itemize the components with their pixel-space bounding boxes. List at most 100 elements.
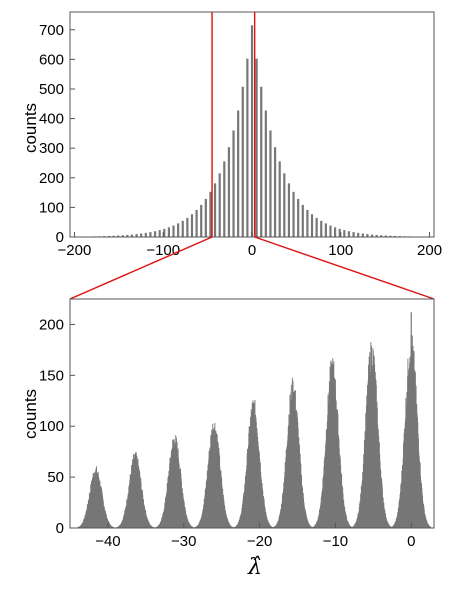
top-peak-bar bbox=[306, 209, 309, 237]
bottom-y-tick-label: 150 bbox=[39, 367, 64, 384]
top-peak-bar bbox=[283, 173, 286, 237]
top-peak-bar bbox=[237, 110, 240, 237]
top-peak-bar bbox=[107, 235, 110, 237]
top-peak-bar bbox=[343, 230, 346, 237]
top-peak-bar bbox=[301, 204, 304, 237]
top-y-axis-title: counts bbox=[21, 103, 40, 153]
top-peak-bar bbox=[338, 228, 341, 237]
top-peak-bar bbox=[264, 110, 267, 237]
top-peak-bar bbox=[135, 234, 138, 237]
bottom-plot-frame bbox=[69, 298, 435, 529]
top-peak-bar bbox=[375, 234, 378, 237]
top-peak-bar bbox=[320, 220, 323, 237]
top-peak-bar bbox=[324, 223, 327, 237]
top-peak-bar bbox=[140, 233, 143, 237]
top-peak-bar bbox=[287, 183, 291, 237]
bottom-y-tick-label: 0 bbox=[56, 520, 64, 537]
top-peak-bar bbox=[200, 204, 203, 237]
top-peak-bar bbox=[163, 228, 166, 237]
bottom-y-axis-title: counts bbox=[21, 389, 40, 439]
top-peak-bar bbox=[384, 235, 387, 237]
bottom-histogram-bin bbox=[430, 526, 432, 528]
zoom-indicator bbox=[69, 12, 435, 300]
zoom-left-connector bbox=[69, 236, 213, 300]
top-x-tick-label: −100 bbox=[146, 242, 180, 259]
top-peak-bar bbox=[167, 227, 171, 237]
top-peak-bar bbox=[380, 235, 383, 237]
top-peak-bar bbox=[241, 86, 244, 237]
top-peak-bar bbox=[186, 217, 189, 237]
top-peak-bar bbox=[112, 235, 115, 237]
top-peak-bar bbox=[250, 25, 254, 237]
top-peak-bar bbox=[366, 234, 369, 237]
top-peak-bar bbox=[195, 209, 198, 237]
top-x-tick-label: 200 bbox=[417, 242, 442, 259]
top-peak-bar bbox=[130, 234, 134, 237]
bottom-y-tick-label: 50 bbox=[47, 469, 64, 486]
zoom-right-connector bbox=[254, 236, 435, 300]
bottom-axis-ticks: −40 −30 −20 −10 0 0 50 100 150 200 bbox=[39, 316, 415, 550]
top-peak-bar bbox=[389, 235, 392, 237]
bottom-x-tick-label: −30 bbox=[171, 533, 196, 550]
top-peak-bar bbox=[269, 130, 272, 237]
top-peak-bar bbox=[329, 225, 332, 237]
top-peak-bar bbox=[172, 225, 175, 237]
bottom-histogram-bars bbox=[76, 312, 432, 528]
top-peak-bar bbox=[292, 191, 295, 237]
top-peak-bar bbox=[278, 161, 281, 237]
bottom-x-tick-label: 0 bbox=[407, 533, 415, 550]
top-y-tick-label: 600 bbox=[39, 51, 64, 68]
top-x-tick-label: 0 bbox=[248, 242, 256, 259]
top-peak-bar bbox=[149, 232, 152, 237]
top-y-tick-label: 0 bbox=[56, 229, 64, 246]
top-y-tick-label: 300 bbox=[39, 140, 64, 157]
bottom-y-tick-label: 200 bbox=[39, 316, 64, 333]
top-y-tick-label: 200 bbox=[39, 170, 64, 187]
top-x-tick-label: −200 bbox=[58, 242, 92, 259]
top-peak-bar bbox=[190, 214, 194, 237]
top-peak-bar bbox=[370, 234, 374, 237]
top-peak-bar bbox=[144, 232, 147, 237]
top-peak-bar bbox=[204, 198, 207, 237]
top-peak-bar bbox=[347, 231, 351, 237]
bottom-x-axis-title: λ̂ bbox=[247, 555, 262, 580]
bottom-y-tick-label: 100 bbox=[39, 418, 64, 435]
top-axis-ticks: −200 −100 0 100 200 0 100 200 300 400 500 600 700 bbox=[39, 22, 442, 259]
top-peak-bar bbox=[218, 173, 221, 237]
top-histogram-panel: −200 −100 0 100 200 0 100 200 300 400 500 600 700 co… bbox=[21, 11, 442, 259]
top-y-tick-label: 400 bbox=[39, 111, 64, 128]
top-x-tick-label: 100 bbox=[328, 242, 353, 259]
top-peak-bar bbox=[315, 217, 318, 237]
top-peak-bar bbox=[126, 234, 129, 237]
top-peak-bar bbox=[117, 235, 120, 237]
bottom-x-tick-label: −10 bbox=[323, 533, 348, 550]
top-peak-bar bbox=[297, 198, 300, 237]
top-peak-bar bbox=[246, 58, 249, 238]
top-peak-bar bbox=[333, 227, 337, 237]
top-y-tick-label: 700 bbox=[39, 22, 64, 39]
top-peak-bar bbox=[273, 147, 277, 237]
top-peak-bar bbox=[223, 161, 226, 237]
top-peak-bar bbox=[153, 231, 157, 237]
top-peak-bar bbox=[260, 86, 263, 237]
top-peak-bar bbox=[255, 58, 258, 238]
top-peak-bar bbox=[232, 130, 235, 237]
top-peak-bar bbox=[394, 235, 397, 237]
top-peak-bar bbox=[227, 147, 231, 237]
top-peak-bar bbox=[357, 232, 360, 237]
top-peak-bar bbox=[213, 183, 217, 237]
bottom-histogram-panel: −40 −30 −20 −10 0 0 50 100 150 200 counts λ̂ bbox=[21, 298, 435, 580]
bottom-x-tick-label: −20 bbox=[247, 533, 272, 550]
top-peak-bar bbox=[310, 214, 314, 237]
top-y-tick-label: 500 bbox=[39, 81, 64, 98]
top-peak-bar bbox=[158, 230, 161, 237]
bottom-spike-bin bbox=[410, 312, 412, 528]
top-y-tick-label: 100 bbox=[39, 199, 64, 216]
top-peak-bar bbox=[177, 223, 180, 237]
top-peak-bar bbox=[121, 235, 124, 237]
top-histogram-bars bbox=[70, 25, 434, 238]
bottom-x-tick-label: −40 bbox=[95, 533, 120, 550]
top-peak-bar bbox=[209, 191, 212, 237]
top-peak-bar bbox=[181, 220, 184, 237]
